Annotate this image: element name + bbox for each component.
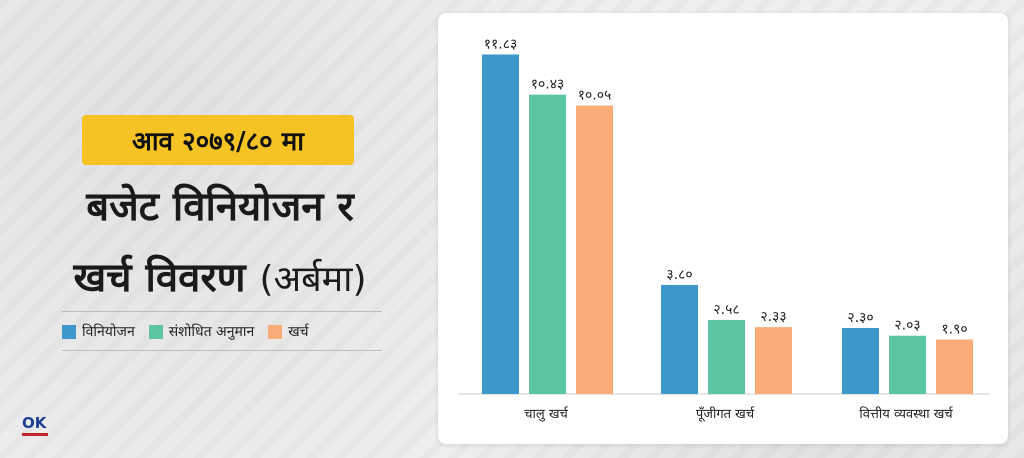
data-label-1-series-3: १०.०५ [578, 88, 612, 104]
data-label-2-series-2: २.५८ [713, 302, 739, 318]
chart-card: ११.८३ १०.४३ १०.०५ चालु खर्च ३.८० २.५८ २.३३ पूँज… [438, 13, 1008, 444]
legend-label-revised: संशोधित अनुमान [168, 324, 255, 340]
page-title-unit: (अर्बमा) [259, 259, 367, 300]
data-label-1-series-2: १०.४३ [531, 77, 565, 93]
legend-swatch-expenditure [268, 324, 283, 339]
chart-legend: विनियोजन संशोधित अनुमान खर्च [62, 322, 392, 341]
bar-3-series-2 [889, 335, 926, 394]
brand-logo-underline [22, 433, 48, 436]
bar-chart: ११.८३ १०.४३ १०.०५ चालु खर्च ३.८० २.५८ २.३३ पूँज… [458, 36, 990, 422]
legend-swatch-revised [148, 324, 163, 339]
data-label-3-series-1: २.३० [847, 310, 873, 326]
data-label-2-series-3: २.३३ [760, 309, 786, 325]
category-label-3: वित्तीय व्यवस्था खर्च [859, 406, 953, 422]
brand-logo-mark: OK [22, 414, 47, 432]
legend-item-allocation: विनियोजन [62, 322, 135, 341]
category-label-1: चालु खर्च [524, 406, 568, 422]
bar-2-series-2 [708, 319, 745, 394]
legend-top-divider [62, 311, 382, 312]
legend-swatch-allocation [62, 324, 76, 339]
page-title-text: खर्च विवरण [73, 255, 246, 301]
data-label-1-series-1: ११.८३ [484, 36, 518, 52]
legend-bottom-divider [62, 350, 382, 351]
bar-2-series-1 [661, 284, 698, 394]
brand-logo: OK [22, 416, 48, 438]
legend-item-expenditure: खर्च [268, 322, 309, 341]
bar-2-series-3 [755, 327, 792, 394]
bar-1-series-3 [576, 105, 613, 394]
data-label-3-series-2: २.०३ [894, 318, 920, 334]
data-label-3-series-3: १.९० [941, 321, 967, 337]
legend-item-revised: संशोधित अनुमान [148, 322, 255, 341]
bar-1-series-2 [529, 94, 566, 394]
legend-label-expenditure: खर्च [288, 324, 309, 340]
page-title-line-1: बजेट विनियोजन र [86, 184, 354, 230]
page-title-line-2: खर्च विवरण (अर्बमा) [40, 258, 400, 298]
bar-3-series-1 [842, 327, 879, 394]
fiscal-year-badge: आव २०७९/८० मा [82, 115, 354, 165]
bar-3-series-3 [936, 339, 973, 394]
bar-1-series-1 [482, 54, 519, 394]
legend-label-allocation: विनियोजन [82, 324, 135, 340]
data-label-2-series-1: ३.८० [666, 267, 692, 283]
category-label-2: पूँजीगत खर्च [696, 406, 755, 422]
